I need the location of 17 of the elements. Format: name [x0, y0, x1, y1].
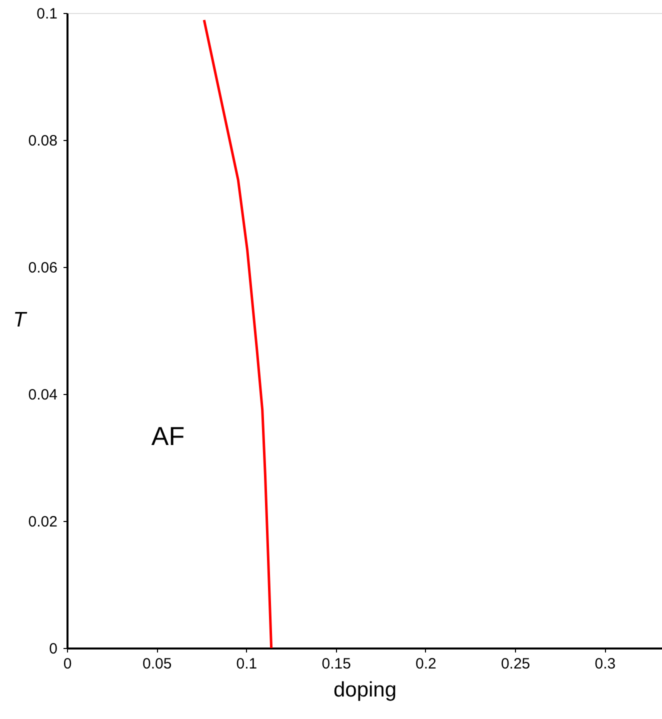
x-tick-label: 0.1: [236, 656, 258, 672]
line-series: [202, 18, 273, 650]
y-tick-label: 0.02: [28, 514, 58, 530]
x-tick-label: 0.3: [594, 656, 616, 672]
y-tick-label: 0.1: [36, 6, 58, 22]
y-tick-label: 0.06: [28, 260, 58, 276]
x-tick-label: 0.15: [322, 656, 351, 672]
y-tick-label: 0.04: [28, 386, 58, 404]
x-tick-label: 0.2: [416, 656, 436, 672]
x-axis-title: doping: [333, 678, 397, 702]
y-axis-title: T: [13, 308, 28, 332]
x-tick-label: 0: [63, 656, 72, 672]
y-tick-label: 0: [49, 640, 58, 658]
x-tick-label: 0.05: [142, 656, 172, 672]
y-tick-label: 0.08: [28, 132, 58, 150]
annotation: AF: [151, 421, 185, 451]
x-tick-label: 0.25: [500, 656, 530, 672]
